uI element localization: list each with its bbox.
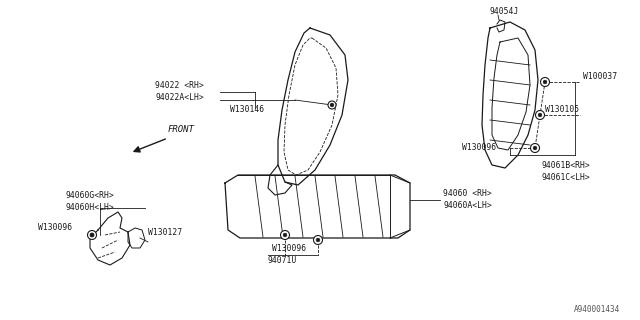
Circle shape — [531, 143, 540, 153]
Text: W130096: W130096 — [462, 143, 496, 152]
Text: 94071U: 94071U — [268, 256, 297, 265]
Text: 94022A<LH>: 94022A<LH> — [155, 93, 204, 102]
Circle shape — [330, 103, 334, 107]
Text: W130096: W130096 — [38, 223, 72, 232]
Text: 94060A<LH>: 94060A<LH> — [443, 201, 492, 210]
Circle shape — [541, 77, 550, 86]
Circle shape — [538, 113, 542, 117]
Text: 94060G<RH>: 94060G<RH> — [65, 191, 114, 200]
Text: W130146: W130146 — [230, 105, 264, 114]
Text: 94061B<RH>: 94061B<RH> — [541, 161, 589, 170]
Circle shape — [314, 236, 323, 244]
Circle shape — [88, 230, 97, 239]
Circle shape — [543, 80, 547, 84]
Text: W130105: W130105 — [545, 105, 579, 114]
Circle shape — [536, 110, 545, 119]
Text: W100037: W100037 — [583, 72, 617, 81]
Circle shape — [90, 233, 94, 237]
Text: 94054J: 94054J — [490, 7, 519, 16]
Text: 94061C<LH>: 94061C<LH> — [541, 173, 589, 182]
Text: A940001434: A940001434 — [573, 305, 620, 314]
Text: W130096: W130096 — [272, 244, 306, 253]
Text: W130127: W130127 — [148, 228, 182, 237]
Circle shape — [533, 146, 537, 150]
Circle shape — [280, 230, 289, 239]
Circle shape — [328, 101, 336, 109]
Text: FRONT: FRONT — [168, 125, 195, 134]
Text: 94060H<LH>: 94060H<LH> — [65, 203, 114, 212]
Text: 94022 <RH>: 94022 <RH> — [155, 81, 204, 90]
Text: 94060 <RH>: 94060 <RH> — [443, 189, 492, 198]
Circle shape — [316, 238, 320, 242]
Circle shape — [283, 233, 287, 237]
